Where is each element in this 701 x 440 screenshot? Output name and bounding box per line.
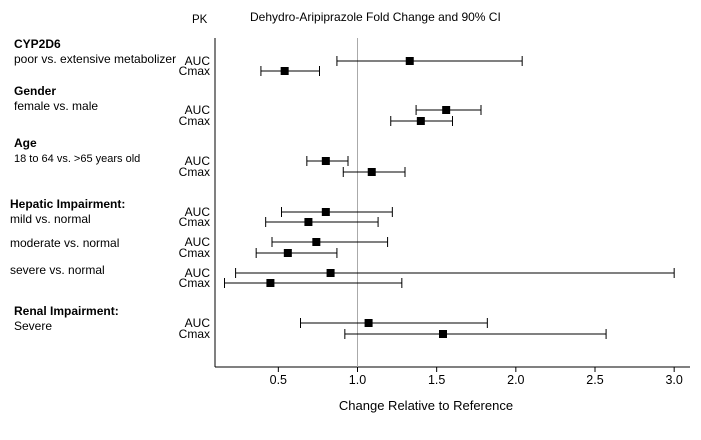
param-label: Cmax [179, 165, 210, 179]
point-estimate [439, 330, 447, 338]
x-axis-label: Change Relative to Reference [339, 398, 513, 413]
forest-row: AUC [185, 235, 389, 249]
forest-row: Cmax [179, 327, 607, 341]
x-tick-label: 2.5 [586, 373, 603, 387]
group-label-gender: Gender [14, 84, 56, 98]
point-estimate [280, 67, 289, 75]
param-label: Cmax [179, 64, 210, 78]
point-estimate [405, 57, 414, 65]
x-tick-label: 1.5 [428, 373, 445, 387]
sublabel-renal: Severe [14, 319, 52, 333]
param-label: AUC [185, 54, 211, 68]
point-estimate [321, 157, 330, 165]
forest-row: AUC [185, 205, 393, 219]
sublabel-hepatic-mild: mild vs. normal [10, 212, 91, 226]
sublabel-hepatic-severe: severe vs. normal [10, 263, 105, 277]
param-label: AUC [185, 103, 211, 117]
point-estimate [442, 106, 451, 114]
param-label: AUC [185, 235, 211, 249]
group-label-renal: Renal Impairment: [14, 304, 119, 318]
forest-row: AUC [185, 54, 523, 68]
pk-header: PK [192, 14, 208, 26]
point-estimate [266, 279, 275, 287]
forest-row: AUC [185, 316, 488, 330]
x-tick-label: 2.0 [507, 373, 524, 387]
point-estimate [283, 249, 292, 257]
point-estimate [321, 208, 330, 216]
x-tick-label: 0.5 [270, 373, 287, 387]
param-label: AUC [185, 154, 211, 168]
forest-row: Cmax [179, 114, 453, 128]
point-estimate [416, 117, 425, 125]
forest-row: AUC [185, 154, 349, 168]
param-label: Cmax [179, 276, 210, 290]
point-estimate [304, 218, 313, 226]
group-label-hepatic: Hepatic Impairment: [10, 197, 125, 211]
param-label: AUC [185, 316, 211, 330]
param-label: AUC [185, 205, 211, 219]
forest-row: Cmax [179, 215, 379, 229]
point-estimate [312, 238, 321, 246]
point-estimate [326, 269, 335, 277]
forest-row: Cmax [179, 246, 338, 260]
forest-row: AUC [185, 266, 675, 280]
forest-row: AUC [185, 103, 482, 117]
x-tick-label: 1.0 [349, 373, 366, 387]
forest-row: Cmax [179, 165, 406, 179]
forest-row: Cmax [179, 276, 403, 290]
param-label: Cmax [179, 114, 210, 128]
point-estimate [364, 319, 373, 327]
param-label: Cmax [179, 327, 210, 341]
group-label-age: Age [14, 136, 37, 150]
sublabel-hepatic-moderate: moderate vs. normal [10, 236, 119, 250]
chart-title: Dehydro-Aripiprazole Fold Change and 90%… [250, 10, 501, 24]
sublabel-gender: female vs. male [14, 99, 98, 113]
sublabel-age: 18 to 64 vs. >65 years old [14, 153, 140, 165]
forest-row: Cmax [179, 64, 320, 78]
group-label-cyp2d6: CYP2D6 [14, 37, 61, 51]
point-estimate [367, 168, 376, 176]
param-label: Cmax [179, 215, 210, 229]
param-label: AUC [185, 266, 211, 280]
x-tick-label: 3.0 [665, 373, 682, 387]
param-label: Cmax [179, 246, 210, 260]
sublabel-cyp2d6: poor vs. extensive metabolizer [14, 52, 176, 66]
